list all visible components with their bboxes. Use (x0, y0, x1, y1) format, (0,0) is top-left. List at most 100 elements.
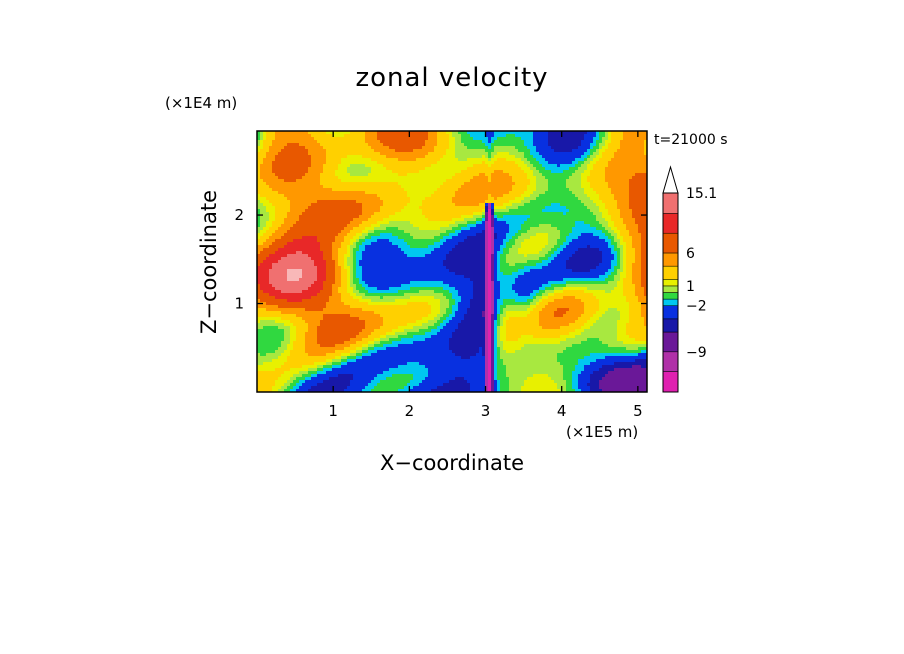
field-cell (563, 200, 567, 204)
field-cell (269, 182, 273, 186)
field-cell (281, 191, 285, 195)
field-cell (293, 140, 297, 144)
field-cell (581, 131, 585, 135)
field-cell (470, 242, 474, 246)
field-cell (278, 149, 282, 153)
field-cell (323, 224, 327, 228)
field-cell (401, 146, 405, 150)
field-cell (308, 134, 312, 138)
field-cell (272, 155, 276, 159)
field-cell (317, 137, 321, 141)
field-cell (620, 134, 624, 138)
field-cell (590, 140, 594, 144)
field-cell (296, 143, 300, 147)
field-cell (419, 224, 423, 228)
field-cell (629, 188, 633, 192)
field-cell (287, 137, 291, 141)
field-cell (284, 155, 288, 159)
field-cell (389, 218, 393, 222)
field-cell (593, 239, 597, 243)
field-cell (449, 230, 453, 234)
field-cell (389, 140, 393, 144)
field-cell (620, 158, 624, 162)
field-cell (401, 143, 405, 147)
field-cell (584, 158, 588, 162)
field-cell (422, 152, 426, 156)
field-cell (344, 227, 348, 231)
field-cell (506, 218, 510, 222)
field-cell (410, 167, 414, 171)
field-cell (326, 167, 330, 171)
field-cell (533, 170, 537, 174)
field-cell (446, 215, 450, 219)
field-cell (488, 230, 492, 234)
field-cell (518, 224, 522, 228)
field-cell (443, 200, 447, 204)
field-cell (380, 203, 384, 207)
field-cell (416, 218, 420, 222)
field-cell (563, 140, 567, 144)
field-cell (293, 221, 297, 225)
field-cell (383, 137, 387, 141)
field-cell (329, 176, 333, 180)
field-cell (557, 212, 561, 216)
field-cell (431, 227, 435, 231)
field-cell (293, 149, 297, 153)
field-cell (329, 158, 333, 162)
field-cell (341, 143, 345, 147)
field-cell (467, 230, 471, 234)
field-cell (590, 152, 594, 156)
field-cell (353, 167, 357, 171)
field-cell (377, 146, 381, 150)
field-cell (569, 209, 573, 213)
field-cell (431, 146, 435, 150)
field-cell (470, 173, 474, 177)
field-cell (422, 242, 426, 246)
field-cell (629, 236, 633, 240)
field-cell (404, 131, 408, 135)
field-cell (419, 173, 423, 177)
field-cell (485, 185, 489, 189)
field-cell (290, 164, 294, 168)
field-cell (641, 152, 645, 156)
field-cell (530, 179, 534, 183)
field-cell (314, 233, 318, 237)
field-cell (452, 149, 456, 153)
field-cell (482, 188, 486, 192)
field-cell (329, 236, 333, 240)
field-cell (380, 188, 384, 192)
field-cell (350, 236, 354, 240)
field-cell (302, 221, 306, 225)
field-cell (257, 194, 261, 198)
field-cell (602, 155, 606, 159)
field-cell (392, 176, 396, 180)
field-cell (347, 167, 351, 171)
field-cell (419, 155, 423, 159)
field-cell (581, 185, 585, 189)
field-cell (629, 191, 633, 195)
field-cell (419, 194, 423, 198)
field-cell (287, 164, 291, 168)
field-cell (635, 239, 639, 243)
field-cell (347, 173, 351, 177)
field-cell (338, 233, 342, 237)
field-cell (578, 143, 582, 147)
field-cell (356, 170, 360, 174)
field-cell (266, 224, 270, 228)
field-cell (593, 161, 597, 165)
field-cell (527, 239, 531, 243)
field-cell (614, 155, 618, 159)
field-cell (386, 242, 390, 246)
field-cell (467, 143, 471, 147)
field-cell (635, 209, 639, 213)
field-cell (623, 233, 627, 237)
field-cell (308, 167, 312, 171)
field-cell (638, 149, 642, 153)
field-cell (506, 206, 510, 210)
field-cell (500, 230, 504, 234)
field-cell (392, 170, 396, 174)
field-cell (575, 212, 579, 216)
field-cell (521, 137, 525, 141)
field-cell (332, 236, 336, 240)
field-cell (305, 149, 309, 153)
